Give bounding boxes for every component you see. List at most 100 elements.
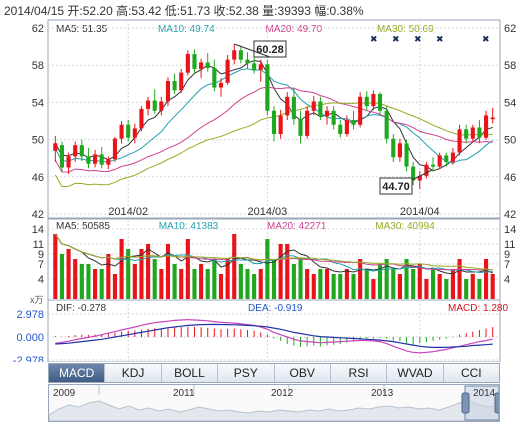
candle-body[interactable] [437, 155, 442, 167]
tab-wvad[interactable]: WVAD [387, 364, 444, 382]
volume-bar[interactable] [371, 279, 376, 299]
volume-bar[interactable] [139, 249, 144, 299]
volume-bar[interactable] [351, 274, 356, 299]
candle-body[interactable] [457, 129, 462, 153]
volume-bar[interactable] [298, 259, 303, 299]
candle-body[interactable] [324, 110, 330, 117]
volume-bar[interactable] [225, 259, 230, 299]
volume-bar[interactable] [324, 269, 330, 299]
candle-body[interactable] [165, 81, 171, 102]
navigator-selection[interactable] [464, 385, 499, 421]
range-navigator[interactable]: 2009 2011 2012 2013 2014 [48, 384, 500, 422]
candle-body[interactable] [93, 154, 98, 164]
volume-bar[interactable] [417, 264, 422, 299]
candle-body[interactable] [232, 50, 237, 60]
candle-body[interactable] [477, 127, 482, 138]
volume-bar[interactable] [59, 254, 64, 299]
volume-bar[interactable] [285, 244, 290, 299]
volume-bar[interactable] [404, 259, 409, 299]
candle-body[interactable] [132, 128, 137, 138]
candle-body[interactable] [66, 156, 71, 168]
volume-bar[interactable] [457, 259, 462, 299]
candle-body[interactable] [99, 154, 104, 165]
candle-body[interactable] [338, 124, 343, 135]
stock-chart[interactable]: 42 42 46 46 50 50 54 54 58 58 62 62 2014/02 2014/03 20… [0, 0, 523, 362]
candle-body[interactable] [59, 145, 64, 168]
candle-body[interactable] [371, 94, 376, 107]
volume-bar[interactable] [464, 279, 469, 299]
volume-bar[interactable] [245, 269, 250, 299]
candle-body[interactable] [331, 110, 336, 125]
volume-bar[interactable] [185, 239, 190, 299]
volume-bar[interactable] [265, 239, 270, 299]
event-marker-icon[interactable]: ✖ [414, 34, 422, 44]
volume-bar[interactable] [450, 269, 455, 299]
candle-body[interactable] [73, 145, 78, 157]
candle-body[interactable] [139, 108, 144, 129]
volume-bar[interactable] [99, 269, 104, 299]
volume-bar[interactable] [490, 274, 495, 299]
candle-body[interactable] [285, 96, 290, 116]
candle-body[interactable] [311, 101, 316, 111]
event-marker-icon[interactable]: ✖ [436, 34, 444, 44]
candle-body[interactable] [470, 127, 475, 139]
candle-body[interactable] [185, 54, 190, 73]
candle-body[interactable] [450, 152, 455, 162]
volume-bar[interactable] [199, 264, 204, 299]
tab-cci[interactable]: CCI [460, 366, 482, 380]
volume-bar[interactable] [192, 269, 197, 299]
volume-bar[interactable] [318, 269, 323, 299]
volume-bar[interactable] [384, 259, 389, 299]
candle-body[interactable] [245, 59, 250, 64]
volume-bar[interactable] [152, 259, 157, 299]
candle-body[interactable] [411, 166, 416, 181]
volume-bar[interactable] [252, 274, 257, 299]
volume-bar[interactable] [66, 249, 71, 299]
volume-bar[interactable] [232, 234, 237, 299]
volume-bar[interactable] [338, 274, 343, 299]
volume-bar[interactable] [106, 254, 111, 299]
candle-body[interactable] [404, 143, 409, 167]
volume-bar[interactable] [358, 259, 363, 299]
event-marker-icon[interactable]: ✖ [392, 34, 400, 44]
volume-bar[interactable] [132, 264, 137, 299]
volume-bar[interactable] [172, 264, 177, 299]
candle-body[interactable] [364, 96, 369, 107]
volume-bar[interactable] [484, 259, 489, 299]
candle-body[interactable] [152, 100, 157, 111]
volume-bar[interactable] [344, 269, 349, 299]
volume-bar[interactable] [397, 274, 402, 299]
candle-body[interactable] [430, 164, 436, 167]
candle-body[interactable] [126, 124, 131, 138]
volume-bar[interactable] [391, 269, 396, 299]
candle-body[interactable] [205, 62, 210, 68]
candle-body[interactable] [391, 138, 396, 158]
volume-bar[interactable] [411, 269, 416, 299]
volume-bar[interactable] [165, 244, 171, 299]
candle-body[interactable] [258, 64, 263, 70]
volume-bar[interactable] [79, 264, 84, 299]
volume-bar[interactable] [305, 269, 310, 299]
candle-body[interactable] [278, 115, 283, 135]
candle-body[interactable] [79, 145, 84, 157]
volume-bar[interactable] [86, 264, 91, 299]
navigator-right-handle[interactable] [494, 392, 499, 414]
candle-body[interactable] [53, 143, 58, 151]
candle-body[interactable] [271, 110, 277, 135]
volume-bar[interactable] [73, 259, 78, 299]
candle-body[interactable] [265, 64, 270, 111]
candle-body[interactable] [225, 59, 230, 83]
candle-body[interactable] [159, 101, 164, 111]
candle-body[interactable] [238, 50, 243, 60]
volume-bar[interactable] [444, 279, 449, 299]
candle-body[interactable] [199, 62, 204, 69]
candle-body[interactable] [172, 81, 177, 91]
volume-bar[interactable] [126, 249, 131, 299]
tab-macd[interactable]: MACD [49, 364, 106, 382]
candle-body[interactable] [397, 143, 402, 158]
volume-bar[interactable] [119, 239, 124, 299]
event-marker-icon[interactable]: ✖ [482, 34, 490, 44]
volume-bar[interactable] [364, 269, 369, 299]
volume-bar[interactable] [212, 259, 217, 299]
candle-body[interactable] [464, 129, 469, 139]
